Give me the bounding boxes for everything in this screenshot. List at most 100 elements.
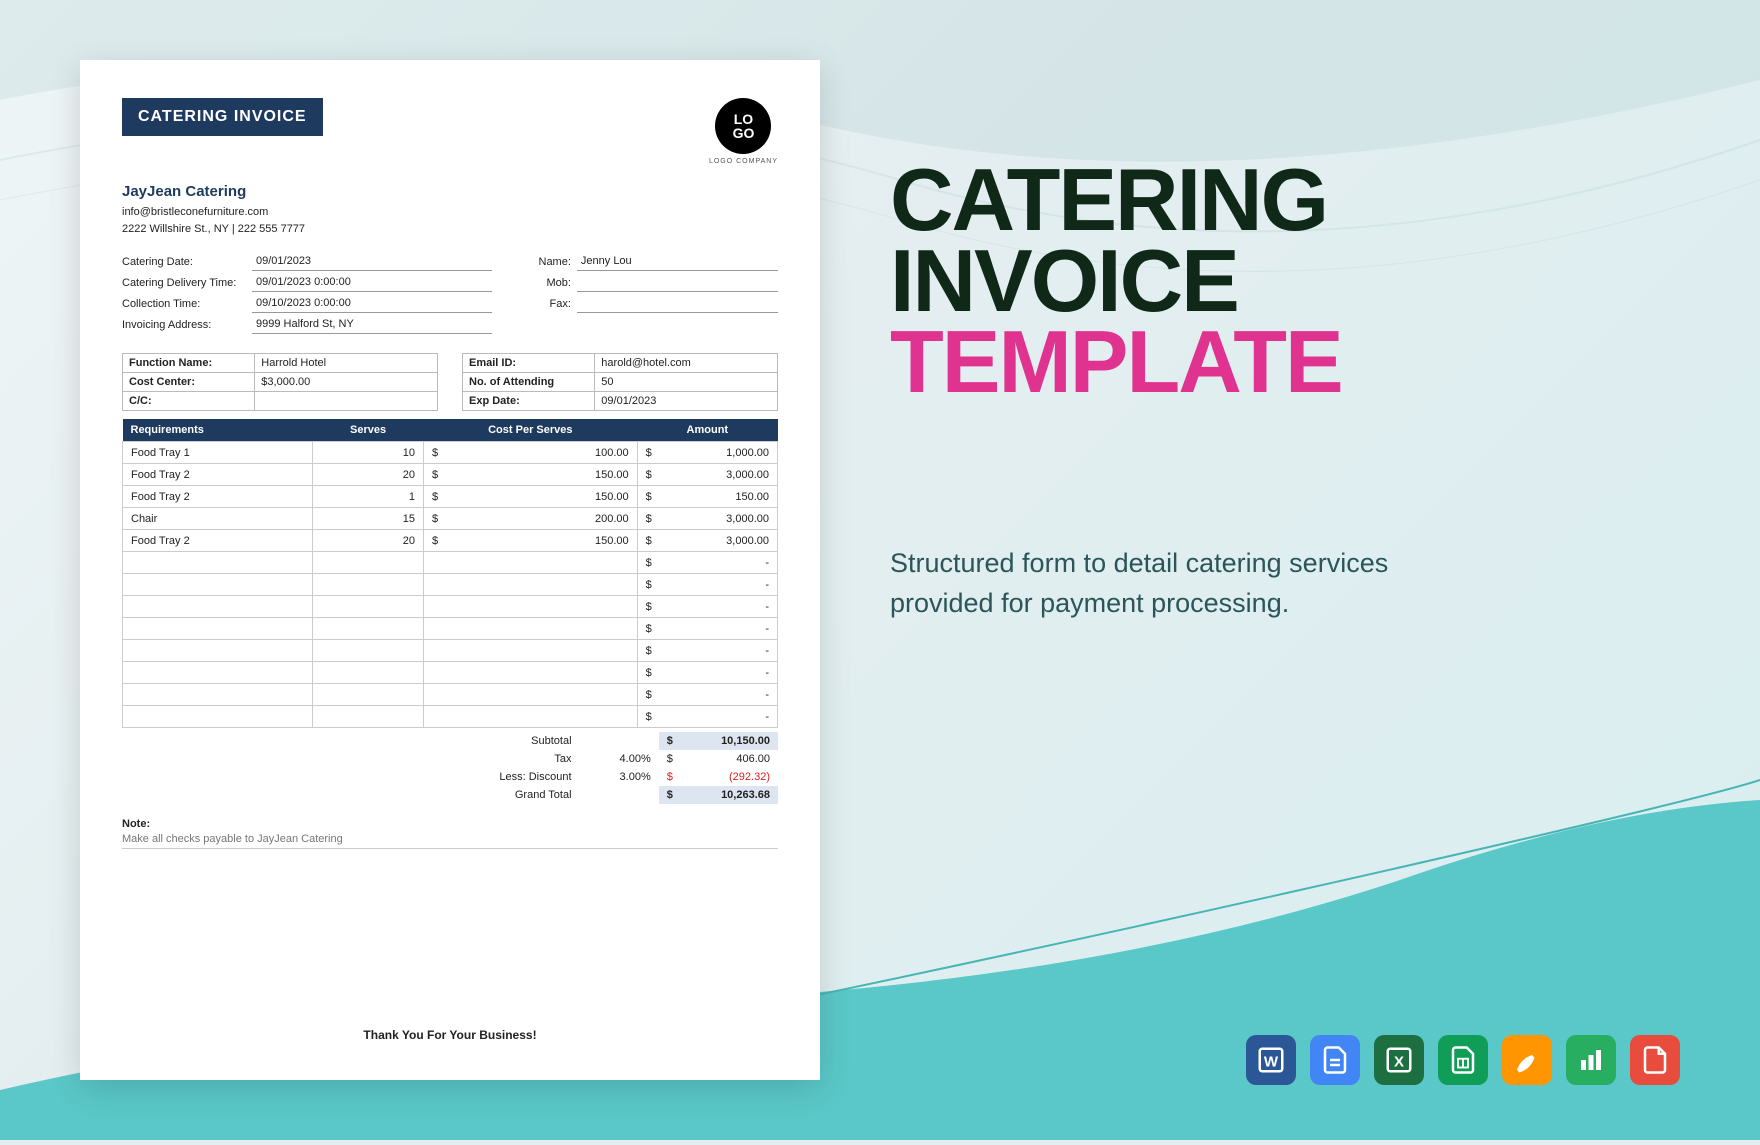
invoice-document: CATERING INVOICE LO GO LOGO COMPANY JayJ… <box>80 60 820 1080</box>
cell-cost: 100.00 <box>424 442 638 464</box>
cell-empty <box>123 596 313 618</box>
format-docs-icon[interactable] <box>1310 1035 1360 1085</box>
detail-row: Catering Date:09/01/2023 <box>122 253 492 271</box>
cell-empty <box>424 552 638 574</box>
cell-empty <box>313 706 424 728</box>
detail-label: Name: <box>522 256 577 268</box>
cell-empty <box>424 662 638 684</box>
format-sheets-icon[interactable] <box>1438 1035 1488 1085</box>
table-row-empty: - <box>123 596 778 618</box>
cell-empty <box>123 684 313 706</box>
right-panel: CATERING INVOICE TEMPLATE Structured for… <box>890 60 1680 624</box>
totals-value: (292.32) <box>659 768 778 786</box>
details-left: Catering Date:09/01/2023Catering Deliver… <box>122 253 492 337</box>
totals-label: Subtotal <box>417 732 579 750</box>
table-row: Food Tray 21150.00150.00 <box>123 486 778 508</box>
cell-empty <box>123 552 313 574</box>
detail-row: Name:Jenny Lou <box>522 253 778 271</box>
table-row: No. of Attending50 <box>463 373 778 392</box>
cell-value: harold@hotel.com <box>595 354 778 373</box>
detail-row: Fax: <box>522 295 778 313</box>
format-word-icon[interactable]: W <box>1246 1035 1296 1085</box>
cell-empty <box>424 618 638 640</box>
cell-empty: - <box>637 552 777 574</box>
details-section: Catering Date:09/01/2023Catering Deliver… <box>122 253 778 337</box>
logo: LO GO LOGO COMPANY <box>709 98 778 165</box>
logo-text-bottom: GO <box>733 126 755 140</box>
detail-value: 9999 Halford St, NY <box>252 316 492 334</box>
table-row: Food Tray 110100.001,000.00 <box>123 442 778 464</box>
attendee-table: Email ID:harold@hotel.comNo. of Attendin… <box>462 353 778 411</box>
cell-amount: 3,000.00 <box>637 508 777 530</box>
table-row: Exp Date:09/01/2023 <box>463 392 778 411</box>
cell-empty: - <box>637 684 777 706</box>
cell-cost: 150.00 <box>424 464 638 486</box>
cell-empty <box>123 574 313 596</box>
page-description: Structured form to detail catering servi… <box>890 543 1470 624</box>
company-address: 2222 Willshire St., NY | 222 555 7777 <box>122 221 778 238</box>
cell-serves: 10 <box>313 442 424 464</box>
cell-empty <box>313 662 424 684</box>
totals-pct <box>580 786 659 804</box>
cell-serves: 20 <box>313 530 424 552</box>
mini-tables: Function Name:Harrold HotelCost Center:$… <box>122 353 778 411</box>
table-row: Food Tray 220150.003,000.00 <box>123 530 778 552</box>
title-line-2: INVOICE <box>890 241 1680 322</box>
cell-label: Function Name: <box>123 354 255 373</box>
column-header: Serves <box>313 419 424 442</box>
details-right: Name:Jenny LouMob:Fax: <box>522 253 778 337</box>
detail-value: 09/10/2023 0:00:00 <box>252 295 492 313</box>
totals-label: Less: Discount <box>417 768 579 786</box>
detail-value: 09/01/2023 0:00:00 <box>252 274 492 292</box>
cell-empty <box>313 640 424 662</box>
column-header: Requirements <box>123 419 313 442</box>
totals-pct <box>580 732 659 750</box>
column-header: Cost Per Serves <box>424 419 638 442</box>
cell-empty <box>424 640 638 662</box>
logo-subtitle: LOGO COMPANY <box>709 158 778 165</box>
invoice-title-badge: CATERING INVOICE <box>122 98 323 136</box>
cell-value: $3,000.00 <box>255 373 438 392</box>
cell-empty: - <box>637 574 777 596</box>
table-row-empty: - <box>123 574 778 596</box>
function-table: Function Name:Harrold HotelCost Center:$… <box>122 353 438 411</box>
table-row-empty: - <box>123 552 778 574</box>
column-header: Amount <box>637 419 777 442</box>
cell-label: Email ID: <box>463 354 595 373</box>
cell-label: Cost Center: <box>123 373 255 392</box>
format-pages-icon[interactable] <box>1502 1035 1552 1085</box>
main-container: CATERING INVOICE LO GO LOGO COMPANY JayJ… <box>0 0 1760 1140</box>
format-pdf-icon[interactable] <box>1630 1035 1680 1085</box>
totals-value: 10,150.00 <box>659 732 778 750</box>
cell-amount: 3,000.00 <box>637 530 777 552</box>
table-row-empty: - <box>123 706 778 728</box>
cell-cost: 150.00 <box>424 530 638 552</box>
note-text: Make all checks payable to JayJean Cater… <box>122 830 778 849</box>
table-row: Chair15200.003,000.00 <box>123 508 778 530</box>
cell-requirement: Food Tray 2 <box>123 530 313 552</box>
cell-value: Harrold Hotel <box>255 354 438 373</box>
cell-empty <box>424 684 638 706</box>
totals-label: Tax <box>417 750 579 768</box>
cell-empty <box>313 618 424 640</box>
totals-value: 10,263.68 <box>659 786 778 804</box>
format-excel-icon[interactable]: X <box>1374 1035 1424 1085</box>
cell-empty <box>313 552 424 574</box>
thank-you-text: Thank You For Your Business! <box>122 998 778 1042</box>
cell-empty: - <box>637 596 777 618</box>
totals-label: Grand Total <box>417 786 579 804</box>
totals-row: Grand Total 10,263.68 <box>417 786 778 804</box>
format-numbers-icon[interactable] <box>1566 1035 1616 1085</box>
table-row-empty: - <box>123 684 778 706</box>
cell-requirement: Food Tray 2 <box>123 486 313 508</box>
cell-value <box>255 392 438 411</box>
table-row: Function Name:Harrold Hotel <box>123 354 438 373</box>
line-items-table: RequirementsServesCost Per ServesAmountF… <box>122 419 778 728</box>
totals-row: Subtotal 10,150.00 <box>417 732 778 750</box>
cell-value: 09/01/2023 <box>595 392 778 411</box>
cell-empty <box>123 618 313 640</box>
cell-label: C/C: <box>123 392 255 411</box>
cell-empty <box>424 596 638 618</box>
table-row-empty: - <box>123 640 778 662</box>
cell-empty: - <box>637 640 777 662</box>
